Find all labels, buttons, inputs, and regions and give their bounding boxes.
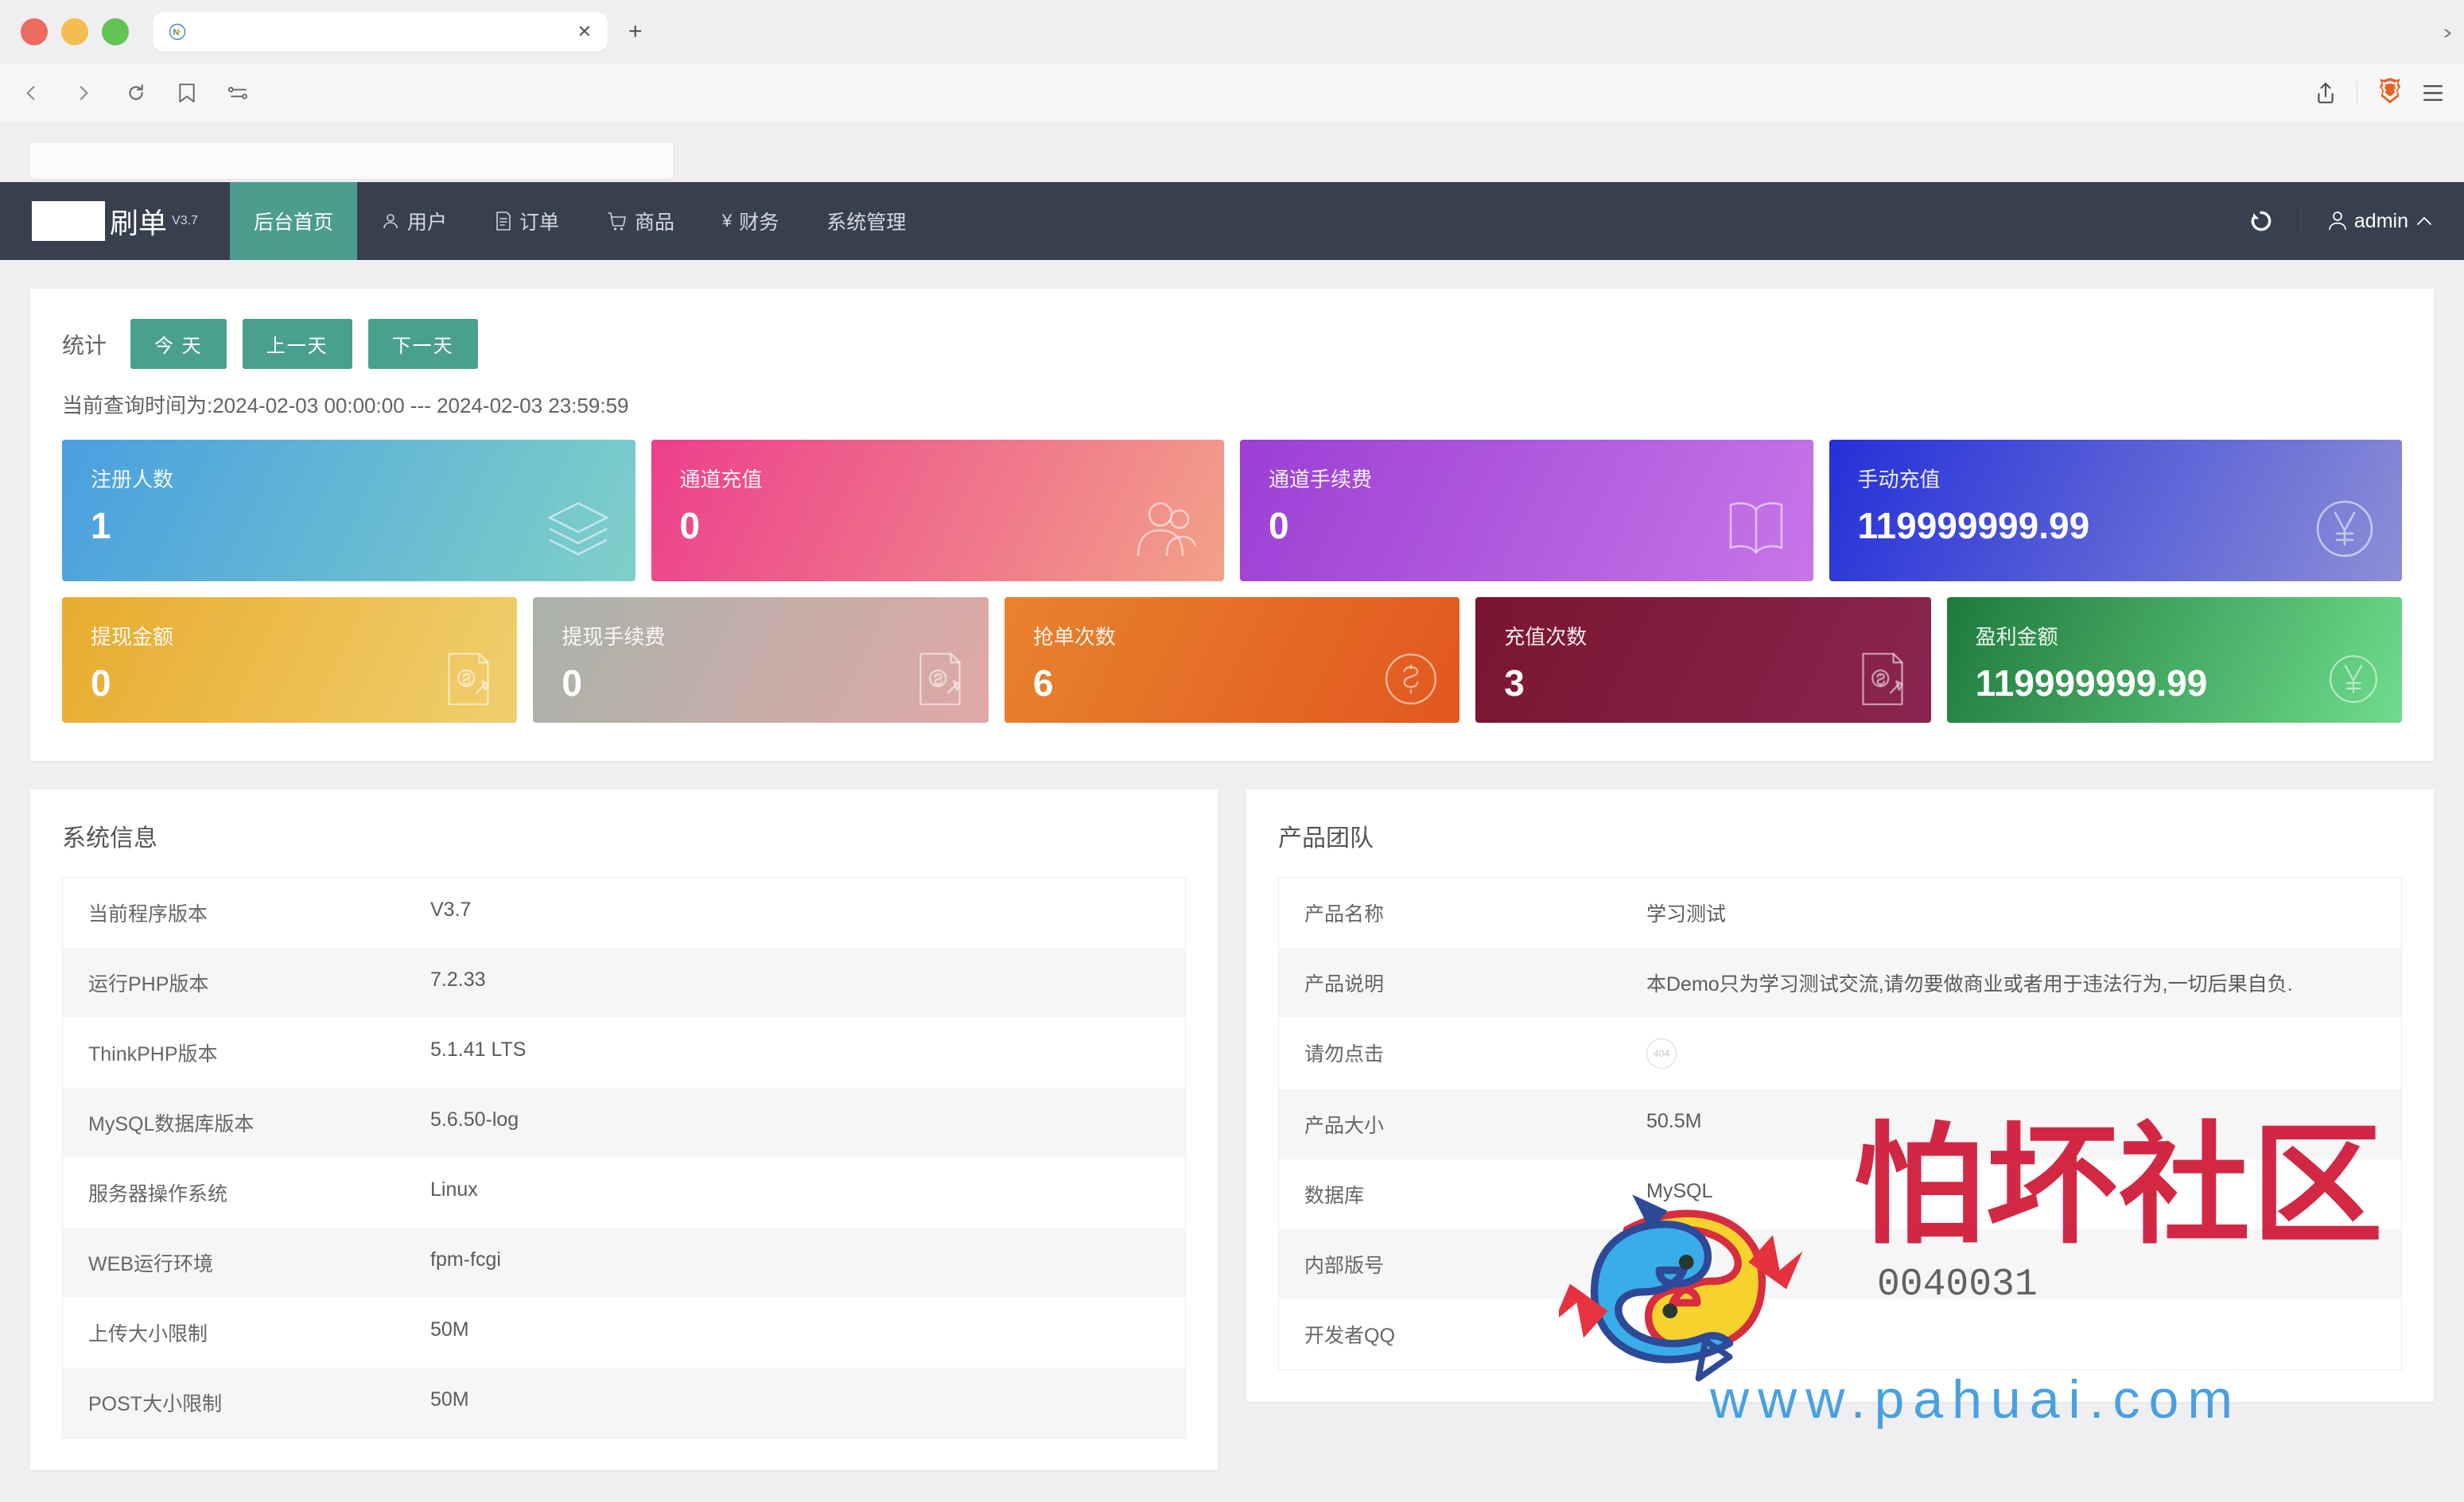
svg-text:www.pahuai.com: www.pahuai.com (1709, 1369, 2241, 1430)
